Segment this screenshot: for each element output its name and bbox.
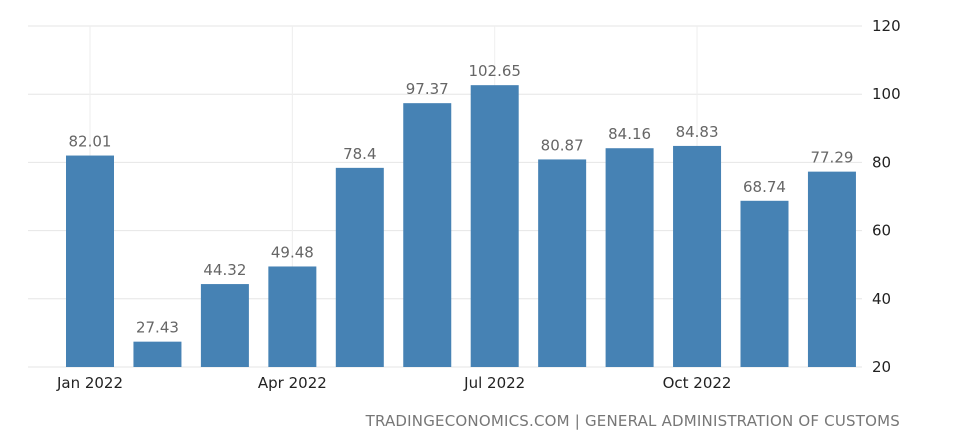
bar-apr-2022[interactable] xyxy=(268,266,317,367)
data-label: 78.4 xyxy=(343,145,376,163)
x-tick-label: Jul 2022 xyxy=(463,374,525,392)
data-label: 68.74 xyxy=(743,178,786,196)
y-axis: 20 40 60 80 100 120 xyxy=(872,17,901,376)
data-label: 102.65 xyxy=(468,62,521,80)
data-label: 80.87 xyxy=(541,136,584,154)
x-tick-label: Oct 2022 xyxy=(663,374,732,392)
x-tick-label: Apr 2022 xyxy=(258,374,327,392)
bar-jul-2022[interactable] xyxy=(470,85,519,367)
bar-nov-2022[interactable] xyxy=(740,200,789,367)
source-credit: TRADINGECONOMICS.COM | GENERAL ADMINISTR… xyxy=(365,412,900,430)
data-label: 44.32 xyxy=(203,261,246,279)
y-tick-label: 60 xyxy=(872,222,891,240)
data-label: 84.16 xyxy=(608,125,651,143)
data-label: 82.01 xyxy=(69,133,112,151)
y-tick-label: 100 xyxy=(872,85,901,103)
bar-oct-2022[interactable] xyxy=(673,145,722,367)
x-tick-label: Jan 2022 xyxy=(56,374,123,392)
value-labels: 82.01 27.43 44.32 49.48 78.4 97.37 102.65 80.87… xyxy=(69,62,854,337)
bar-mar-2022[interactable] xyxy=(200,284,249,367)
x-axis: Jan 2022 Apr 2022 Jul 2022 Oct 2022 xyxy=(56,374,732,392)
bar-jun-2022[interactable] xyxy=(403,103,452,367)
bar-may-2022[interactable] xyxy=(335,167,384,367)
data-label: 49.48 xyxy=(271,243,314,261)
bar-aug-2022[interactable] xyxy=(538,159,587,367)
y-tick-label: 80 xyxy=(872,153,891,171)
bar-feb-2022[interactable] xyxy=(133,341,182,367)
bar-sep-2022[interactable] xyxy=(605,148,654,367)
data-label: 77.29 xyxy=(810,149,853,167)
y-tick-label: 120 xyxy=(872,17,901,35)
data-label: 97.37 xyxy=(406,80,449,98)
y-tick-label: 20 xyxy=(872,358,891,376)
y-tick-label: 40 xyxy=(872,290,891,308)
bar-jan-2022[interactable] xyxy=(66,155,114,367)
bar-dec-2022[interactable] xyxy=(807,171,856,367)
bars xyxy=(66,85,856,367)
data-label: 84.83 xyxy=(676,123,719,141)
data-label: 27.43 xyxy=(136,319,179,337)
